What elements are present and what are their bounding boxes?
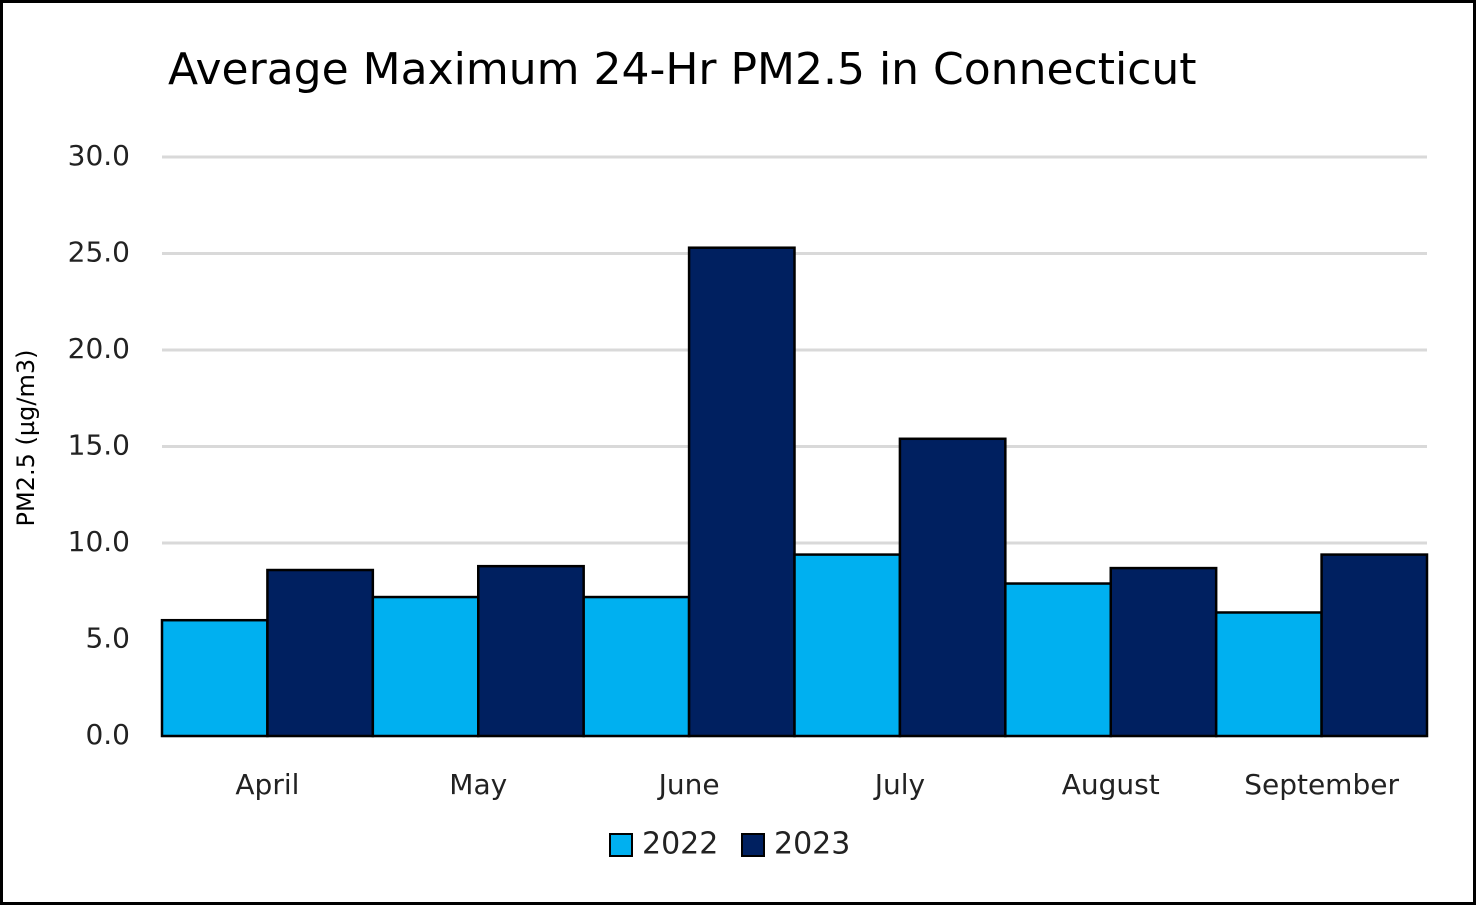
y-axis-label: PM2.5 (µg/m3): [12, 350, 40, 527]
x-tick-label: August: [1062, 768, 1160, 801]
bar: [1320, 553, 1429, 738]
y-tick-label: 30.0: [68, 139, 130, 172]
bar: [687, 246, 796, 738]
legend-label: 2022: [642, 827, 718, 862]
bar: [793, 553, 902, 738]
x-tick-label: June: [657, 768, 720, 801]
y-tick-label: 15.0: [68, 429, 130, 462]
bar: [477, 564, 585, 738]
bar: [1214, 611, 1323, 738]
y-tick-label: 5.0: [85, 622, 130, 655]
x-tick-label: September: [1244, 768, 1399, 801]
legend-swatch: [609, 833, 633, 857]
legend-swatch: [741, 833, 765, 857]
legend-label: 2023: [774, 827, 850, 862]
bar: [1109, 566, 1218, 738]
y-tick-label: 20.0: [68, 332, 130, 365]
x-tick-label: April: [235, 768, 299, 801]
bar: [582, 595, 691, 738]
y-tick-label: 25.0: [68, 236, 130, 269]
x-tick-label: May: [449, 768, 507, 801]
bar: [266, 568, 375, 738]
x-tick-label: July: [873, 768, 925, 801]
bar: [898, 437, 1007, 738]
y-tick-label: 0.0: [85, 718, 130, 751]
chart-title: Average Maximum 24-Hr PM2.5 in Connectic…: [168, 44, 1197, 95]
y-tick-label: 10.0: [68, 525, 130, 558]
bar: [371, 595, 480, 738]
bar: [1004, 582, 1112, 738]
bar: [160, 618, 269, 738]
